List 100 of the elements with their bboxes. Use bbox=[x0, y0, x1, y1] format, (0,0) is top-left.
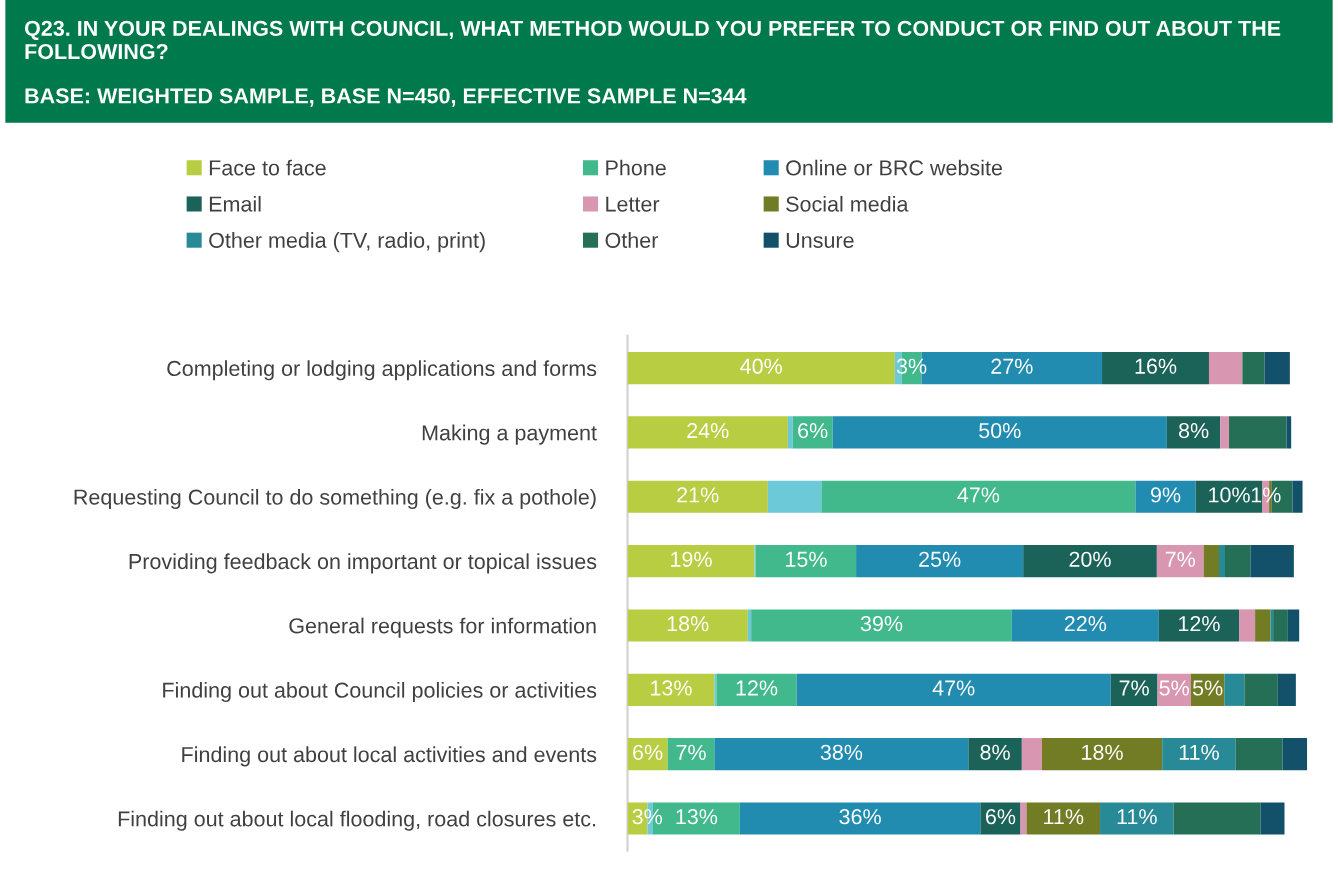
bar bbox=[1041, 738, 1163, 771]
bar bbox=[1260, 802, 1285, 835]
bar bbox=[1162, 738, 1236, 771]
legend-label: Phone bbox=[606, 159, 666, 176]
bar bbox=[1135, 480, 1196, 513]
bar bbox=[1242, 351, 1265, 385]
bar bbox=[1203, 545, 1219, 578]
y-tick-label: Finding out about Council policies or activities bbox=[163, 682, 597, 703]
data-label: 36% bbox=[839, 809, 881, 825]
bar bbox=[747, 609, 752, 642]
legend-label: Email bbox=[209, 195, 261, 212]
bar bbox=[627, 416, 788, 449]
bar bbox=[767, 480, 822, 513]
bar bbox=[627, 545, 755, 578]
data-label: 25% bbox=[919, 551, 961, 567]
bar bbox=[714, 738, 969, 771]
bar bbox=[716, 673, 797, 706]
y-tick-label: Making a payment bbox=[422, 424, 597, 445]
legend-label: Social media bbox=[786, 195, 909, 212]
data-label: 20% bbox=[1069, 551, 1111, 567]
bar bbox=[1225, 545, 1251, 578]
data-label: 22% bbox=[1064, 616, 1107, 632]
bar bbox=[1224, 673, 1245, 706]
bar bbox=[714, 673, 717, 706]
bar bbox=[1255, 609, 1271, 642]
data-label: 18% bbox=[1082, 744, 1123, 760]
bar bbox=[1270, 609, 1274, 642]
data-label: 11% bbox=[1044, 809, 1084, 825]
bar bbox=[1156, 545, 1204, 578]
legend-label: Letter bbox=[606, 196, 660, 212]
data-label: 47% bbox=[957, 487, 1000, 503]
bar bbox=[796, 673, 1111, 706]
bar bbox=[1264, 351, 1290, 385]
data-label: 16% bbox=[1135, 358, 1177, 374]
data-label: 7% bbox=[1165, 551, 1196, 567]
bar bbox=[1220, 416, 1230, 449]
bar bbox=[1239, 609, 1256, 642]
bar bbox=[1244, 673, 1278, 706]
bar bbox=[751, 609, 1012, 642]
bar bbox=[1235, 738, 1283, 771]
bar bbox=[1110, 673, 1158, 706]
data-label: 5% bbox=[1159, 680, 1190, 696]
legend-label: Online or BRC website bbox=[786, 159, 1002, 176]
bar bbox=[1166, 416, 1221, 449]
data-label: 11% bbox=[1179, 744, 1219, 760]
data-label: 3% bbox=[896, 358, 927, 374]
data-label: 8% bbox=[1178, 422, 1209, 439]
bar bbox=[1023, 545, 1157, 578]
bar bbox=[787, 416, 793, 449]
data-label: 50% bbox=[979, 422, 1021, 439]
data-label: 12% bbox=[1179, 616, 1220, 632]
bar bbox=[1026, 802, 1101, 835]
y-tick-label: Finding out about local activities and events bbox=[182, 746, 597, 767]
legend-label: Other bbox=[605, 232, 659, 248]
y-tick-label: Finding out about local flooding, road closures etc. bbox=[118, 810, 596, 831]
bar bbox=[627, 673, 715, 706]
bar bbox=[1292, 480, 1303, 513]
data-label: 24% bbox=[687, 422, 729, 439]
bar bbox=[832, 416, 1167, 449]
bar bbox=[1282, 738, 1308, 771]
bar bbox=[968, 738, 1022, 771]
bar bbox=[1173, 802, 1261, 835]
bar bbox=[1020, 802, 1027, 835]
bar bbox=[1250, 545, 1294, 578]
data-label: 6% bbox=[985, 809, 1016, 825]
data-label: 15% bbox=[786, 551, 827, 567]
data-label: 9% bbox=[1150, 487, 1181, 503]
bar bbox=[1021, 738, 1042, 771]
data-label: 7% bbox=[1119, 680, 1149, 696]
data-label: 47% bbox=[932, 680, 975, 696]
legend-label: Unsure bbox=[786, 232, 854, 248]
bar bbox=[627, 480, 768, 513]
y-tick-label: Completing or lodging applications and forms bbox=[167, 360, 597, 381]
bar bbox=[739, 802, 981, 835]
bar bbox=[1273, 609, 1288, 642]
data-label: 38% bbox=[820, 744, 863, 760]
bar bbox=[980, 802, 1021, 835]
data-label: 6% bbox=[798, 422, 828, 439]
chart-title: Q23. IN YOUR DEALINGS WITH COUNCIL, WHAT METHOD WOULD YOU PREFER TO CONDUCT OR FIND OUT ABOUT THE FOLLOWING? bbox=[24, 20, 1281, 60]
bar bbox=[1011, 609, 1159, 642]
bar bbox=[1287, 609, 1300, 642]
bar bbox=[627, 351, 895, 385]
legend-label: Face to face bbox=[209, 159, 326, 176]
data-label: 13% bbox=[651, 680, 692, 696]
data-label: 13% bbox=[676, 809, 718, 825]
text: BASE: WEIGHTED SAMPLE, BASE N=450, EFFECTIVE SAMPLE N=344 bbox=[25, 88, 747, 107]
data-label: 27% bbox=[991, 358, 1033, 374]
bar bbox=[627, 609, 748, 642]
y-tick-label: Providing feedback on important or topical issues bbox=[129, 553, 597, 574]
data-label: 6% bbox=[633, 744, 663, 760]
bar bbox=[1102, 351, 1209, 385]
legend-label: Other media (TV, radio, print) bbox=[209, 232, 485, 253]
data-label: 18% bbox=[667, 616, 709, 632]
data-label: 10% bbox=[1209, 487, 1250, 503]
data-label: 8% bbox=[980, 744, 1010, 760]
data-label: 40% bbox=[740, 358, 782, 374]
bar bbox=[1100, 802, 1174, 835]
data-label: 39% bbox=[860, 616, 903, 632]
data-label: 21% bbox=[677, 487, 719, 503]
y-tick-label: Requesting Council to do something (e.g. fix a pothole) bbox=[74, 488, 596, 510]
